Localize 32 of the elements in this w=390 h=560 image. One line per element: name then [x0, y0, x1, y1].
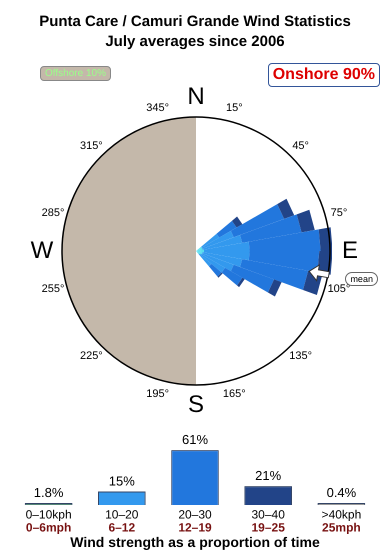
text: Offshore 10%	[40, 66, 111, 81]
text: 315°	[78, 139, 104, 154]
text: Punta Care / Camuri Grande Wind Statistics	[38, 12, 352, 32]
data-label: 21%	[255, 468, 282, 484]
x-tick-label: 10–20 6–12	[105, 507, 139, 534]
text: S	[188, 391, 204, 418]
data-label: 15%	[108, 474, 136, 489]
x-tick-label: 0–10kph 0–6mph	[26, 507, 72, 534]
text: 45°	[291, 139, 310, 154]
text: 285°	[40, 206, 66, 221]
text: 75°	[330, 206, 348, 221]
text: 195°	[145, 386, 170, 402]
text: 345°	[145, 101, 170, 116]
text: Onshore 90%	[268, 63, 380, 87]
text: mean	[350, 274, 373, 284]
x-tick-label: 30–40 19–25	[252, 507, 286, 534]
text: 15°	[224, 101, 244, 116]
text: 225°	[78, 348, 104, 364]
text: July averages since 2006	[104, 32, 286, 52]
x-axis-title: Wind strength as a proportion of time	[70, 534, 320, 550]
data-label: 61%	[182, 432, 208, 448]
text: E	[340, 237, 359, 265]
text: 165°	[222, 386, 247, 402]
x-tick-label: 20–30 12–19	[178, 507, 212, 534]
data-label: 0.4%	[326, 485, 357, 500]
text: 105°	[328, 283, 350, 296]
text: W	[30, 237, 54, 265]
text: 255°	[40, 282, 66, 298]
x-tick-label: >40kph 25mph	[322, 507, 362, 534]
text: N	[187, 83, 205, 110]
text: 135°	[288, 348, 314, 364]
data-label: 1.8%	[34, 485, 64, 500]
